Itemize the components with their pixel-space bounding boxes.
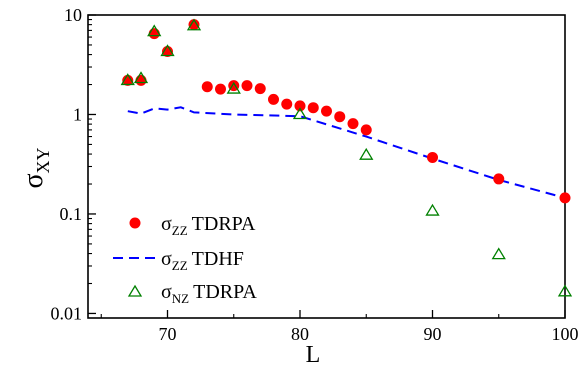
- point-zz-tdrpa: [559, 192, 571, 204]
- point-zz-tdrpa: [254, 83, 266, 95]
- point-zz-tdrpa: [188, 19, 200, 31]
- x-axis-label: L: [306, 342, 321, 368]
- point-zz-tdrpa: [427, 151, 438, 163]
- point-nz-tdrpa: [186, 18, 202, 31]
- point-zz-tdrpa: [215, 83, 226, 95]
- point-zz-tdrpa: [321, 105, 332, 117]
- svg-text:σXY: σXY: [18, 147, 53, 188]
- legend-label-rest: TDHF: [192, 248, 244, 270]
- point-nz-tdrpa: [425, 203, 440, 216]
- point-zz-tdrpa: [334, 111, 346, 123]
- y-axis-label: σXY: [18, 147, 53, 188]
- legend-label-rest: TDRPA: [193, 281, 257, 303]
- point-zz-tdrpa: [122, 74, 134, 86]
- plot-frame: [87, 14, 566, 319]
- x-tick-label: 100: [552, 324, 579, 344]
- point-zz-tdrpa: [294, 100, 306, 112]
- point-nz-tdrpa: [359, 147, 374, 160]
- point-nz-tdrpa: [557, 284, 573, 297]
- point-nz-tdrpa: [133, 71, 149, 84]
- point-zz-tdrpa: [162, 45, 173, 57]
- point-nz-tdrpa: [120, 73, 135, 86]
- legend-marker-filled-circle: [129, 217, 141, 229]
- point-zz-tdrpa: [135, 74, 147, 86]
- y-axis-label-sub: XY: [33, 147, 53, 173]
- legend: σZZ TDRPA σZZ TDHF σNZ TDRPA: [113, 213, 257, 306]
- point-nz-tdrpa: [147, 24, 162, 37]
- legend-label-main: σ: [161, 213, 172, 235]
- legend-label-rest: TDRPA: [192, 213, 256, 235]
- point-zz-tdrpa: [360, 124, 372, 136]
- legend-item-zz-tdhf: σZZ TDHF: [113, 248, 244, 273]
- legend-label-sub: NZ: [172, 291, 189, 306]
- tick-labels: 70 80 90 100 0.01 0.1 1 10: [51, 5, 579, 344]
- legend-label-sub: ZZ: [172, 258, 188, 273]
- legend-item-zz-tdrpa: σZZ TDRPA: [129, 213, 256, 238]
- legend-label-sub: ZZ: [172, 223, 188, 238]
- point-zz-tdrpa: [201, 81, 213, 93]
- point-zz-tdrpa: [148, 28, 160, 40]
- series-line-zz-tdhf: [127, 106, 566, 199]
- y-axis-label-main: σ: [18, 173, 49, 188]
- y-tick-label: 0.01: [51, 303, 83, 323]
- data-marks: [120, 18, 573, 297]
- point-zz-tdrpa: [493, 173, 505, 185]
- point-zz-tdrpa: [268, 93, 279, 105]
- legend-item-nz-tdrpa: σNZ TDRPA: [127, 281, 257, 306]
- x-tick-label: 70: [159, 324, 177, 344]
- y-tick-label: 10: [64, 5, 82, 25]
- point-nz-tdrpa: [226, 81, 241, 94]
- legend-label-main: σ: [161, 281, 172, 303]
- y-tick-label: 1: [73, 104, 82, 124]
- point-nz-tdrpa: [292, 107, 308, 120]
- x-tick-label: 80: [291, 324, 309, 344]
- legend-label-main: σ: [161, 248, 172, 270]
- point-nz-tdrpa: [160, 44, 175, 57]
- legend-marker-open-triangle: [127, 284, 143, 297]
- y-tick-label: 0.1: [60, 204, 83, 224]
- point-zz-tdrpa: [347, 118, 359, 130]
- point-nz-tdrpa: [491, 247, 506, 260]
- point-zz-tdrpa: [281, 98, 293, 110]
- point-zz-tdrpa: [307, 102, 319, 114]
- x-tick-label: 90: [424, 324, 442, 344]
- axis-ticks: [88, 14, 566, 318]
- point-zz-tdrpa: [241, 80, 253, 92]
